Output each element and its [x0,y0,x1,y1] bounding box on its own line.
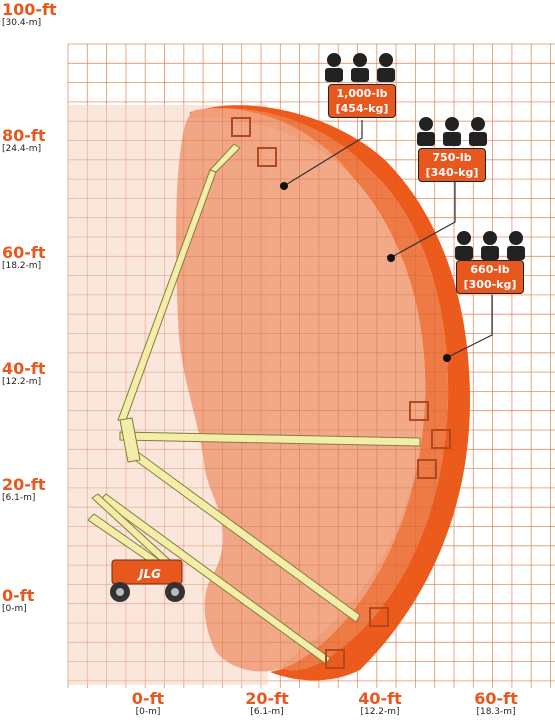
x-label-20: 20-ft [6.1-m] [232,690,302,718]
y-label-ft: 60-ft [2,243,46,262]
y-label-60: 60-ft [18.2-m] [2,245,46,272]
platform-mid-2 [431,429,451,449]
y-label-ft: 80-ft [2,126,46,145]
y-label-ft: 0-ft [2,586,35,605]
x-label-ft: 20-ft [245,689,289,708]
platform-top [231,117,251,137]
worker-head-icon [379,53,393,67]
brand-logo: JLG [137,567,161,581]
capacity-tag-1000: 1,000-lb [454-kg] [328,84,396,118]
platform-top-2 [257,147,277,167]
jib-high [209,143,241,173]
y-label-ft: 100-ft [2,0,57,19]
capacity-tag-660: 660-lb [300-kg] [456,260,524,294]
x-label-ft: 60-ft [474,689,518,708]
hub-left [116,588,124,596]
leader-750 [389,182,456,259]
y-label-100: 100-ft [30.4-m] [2,2,57,29]
x-label-60: 60-ft [18.3-m] [461,690,531,718]
worker-head-icon [445,117,459,131]
chassis [111,559,183,585]
platforms [231,117,451,669]
x-label-m: [12.2-m] [360,707,400,717]
worker-body-icon [507,246,525,260]
y-label-40: 40-ft [12.2-m] [2,361,46,388]
worker-head-icon [457,231,471,245]
platform-bottom [325,649,345,669]
worker-body-icon [417,132,435,146]
y-label-ft: 20-ft [2,475,46,494]
x-label-40: 40-ft [12.2-m] [345,690,415,718]
y-label-m: [24.4-m] [2,144,42,154]
capacity-lb: 660-lb [470,263,510,276]
x-label-m: [18.3-m] [476,707,516,717]
dot-1000 [280,182,288,190]
worker-body-icon [351,68,369,82]
leader-lines [283,120,493,359]
worker-head-icon [353,53,367,67]
worker-body-icon [481,246,499,260]
capacity-tag-750: 750-lb [340-kg] [418,148,486,182]
y-label-0: 0-ft [0-m] [2,588,34,615]
x-label-ft: 0-ft [131,689,165,708]
worker-icons [325,53,525,260]
worker-body-icon [443,132,461,146]
boom-horizontal [119,431,421,447]
x-label-m: [0-m] [135,707,161,717]
lift-machine: JLG [110,559,185,602]
worker-body-icon [455,246,473,260]
worker-head-icon [483,231,497,245]
worker-head-icon [419,117,433,131]
capacity-kg: [454-kg] [335,102,389,115]
capacity-kg: [300-kg] [463,278,517,291]
y-label-m: [0-m] [2,604,27,614]
platform-mid-3 [417,459,437,479]
hub-right [171,588,179,596]
platform-low [369,607,389,627]
y-label-20: 20-ft [6.1-m] [2,477,46,504]
capacity-lb: 1,000-lb [336,87,388,100]
worker-body-icon [325,68,343,82]
y-label-m: [30.4-m] [2,18,42,28]
boom-lines [87,143,421,665]
dot-750 [387,254,395,262]
y-label-80: 80-ft [24.4-m] [2,128,46,155]
worker-head-icon [509,231,523,245]
leader-1000 [283,120,363,187]
dot-660 [443,354,451,362]
worker-head-icon [471,117,485,131]
x-label-ft: 40-ft [358,689,402,708]
capacity-kg: [340-kg] [425,166,479,179]
leader-660 [445,295,493,359]
y-label-m: [12.2-m] [2,377,42,387]
worker-body-icon [469,132,487,146]
boom-lowest [99,493,331,665]
knuckle-arm [119,417,141,463]
y-label-m: [6.1-m] [2,493,36,503]
platform-mid [409,401,429,421]
y-label-m: [18.2-m] [2,261,42,271]
leader-dots [280,182,451,362]
x-label-0: 0-ft [0-m] [113,690,183,718]
worker-body-icon [377,68,395,82]
worker-head-icon [327,53,341,67]
x-label-m: [6.1-m] [250,707,284,717]
capacity-lb: 750-lb [432,151,472,164]
y-label-ft: 40-ft [2,359,46,378]
